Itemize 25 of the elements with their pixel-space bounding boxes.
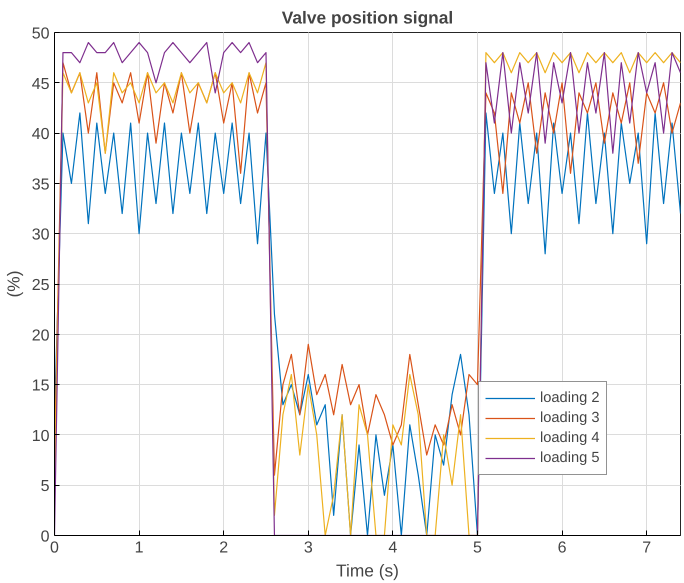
y-tick-label: 25	[32, 277, 50, 294]
y-tick-label: 5	[40, 478, 50, 496]
x-tick-label: 3	[304, 540, 313, 556]
y-tick-label: 15	[32, 378, 50, 395]
x-tick-label: 7	[642, 540, 652, 556]
y-tick-label: 40	[32, 126, 50, 144]
y-tick-label: 35	[32, 176, 50, 194]
y-tick-label: 10	[32, 428, 50, 445]
y-tick-label: 45	[32, 76, 50, 93]
y-axis-title: (%)	[4, 270, 24, 298]
y-tick-label: 20	[32, 327, 50, 344]
x-tick-label: 1	[134, 540, 144, 556]
y-tick-label: 50	[32, 26, 50, 42]
x-tick-label: 4	[388, 540, 398, 556]
x-tick-label: 2	[219, 540, 228, 556]
y-tick-label: 30	[32, 226, 50, 244]
x-tick-label: 6	[558, 540, 567, 556]
legend-label: loading 4	[540, 430, 600, 446]
legend-label: loading 3	[540, 410, 600, 426]
legend-label: loading 2	[540, 390, 600, 406]
x-tick-label: 5	[473, 540, 482, 556]
y-tick-label: 0	[40, 528, 50, 546]
x-axis-title: Time (s)	[336, 560, 399, 580]
legend-label: loading 5	[540, 450, 600, 466]
chart-title: Valve position signal	[282, 8, 454, 28]
